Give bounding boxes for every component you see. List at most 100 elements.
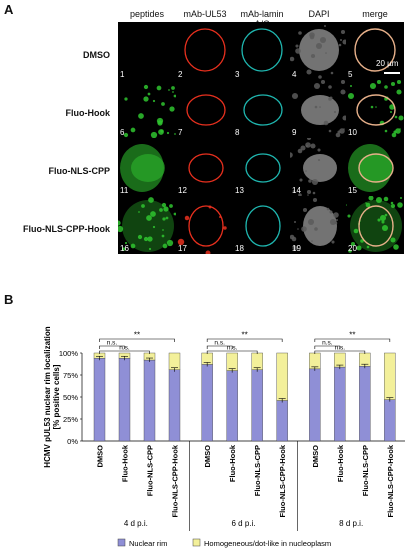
micrograph-image	[188, 153, 224, 183]
significance-label: **	[349, 331, 355, 340]
significance-bracket	[99, 338, 175, 342]
bar-nuclear-rim	[309, 368, 321, 442]
significance-label: n.s.	[322, 340, 333, 347]
x-tick-label: Fluo-Hook	[228, 444, 237, 482]
y-tick-label: 100%	[59, 349, 79, 358]
panel-number: 9	[292, 128, 297, 137]
panel-number: 18	[235, 244, 244, 253]
panel-number: 19	[292, 244, 301, 253]
significance-bracket	[314, 345, 341, 349]
panel-number: 12	[178, 186, 187, 195]
bar-homogeneous	[276, 352, 288, 401]
micrograph-1-lamin: 3	[233, 22, 291, 80]
micrograph-2-peptides: 6	[118, 80, 176, 138]
micrograph-image	[290, 138, 337, 196]
micrograph-image	[241, 28, 283, 72]
panel-number: 2	[178, 70, 183, 79]
significance-label: n.s.	[107, 340, 118, 347]
row-label-fluo-nls-cpp-hook: Fluo-NLS-CPP-Hook	[23, 224, 110, 234]
y-tick-label: 25%	[63, 415, 78, 424]
x-tick-label: Fluo-NLS-CPP	[146, 445, 155, 496]
row-label-fluo-nls-cpp: Fluo-NLS-CPP	[48, 166, 111, 176]
column-header-merge: merge	[362, 9, 388, 19]
significance-label: n.s.	[119, 345, 130, 352]
panel-number: 10	[348, 128, 357, 137]
legend-swatch-homogeneous	[192, 538, 201, 547]
micrograph-2-merge: 10	[346, 80, 404, 138]
micrograph-2-dapi: 9	[290, 80, 348, 138]
panel-a-label: A	[4, 2, 14, 17]
panel-b-label: B	[4, 292, 14, 307]
x-tick-label: Fluo-Hook	[336, 444, 345, 482]
micrograph-image	[186, 94, 226, 126]
micrograph-3-ul53: 12	[176, 138, 234, 196]
significance-bracket	[206, 345, 233, 349]
x-tick-label: DMSO	[203, 445, 212, 468]
x-tick-label: Fluo-NLS-CPP-Hook	[171, 444, 180, 517]
panel-number: 3	[235, 70, 240, 79]
micrograph-image	[118, 22, 176, 80]
group-label: 4 d p.i.	[124, 519, 148, 528]
stacked-bar-chart: HCMV pUL53 nuclear rim localization [% po…	[43, 326, 405, 548]
significance-bracket	[99, 350, 150, 354]
bar-homogeneous	[384, 352, 396, 400]
significance-bracket	[99, 345, 125, 349]
bar-nuclear-rim	[384, 399, 396, 442]
group-label: 6 d p.i.	[231, 519, 255, 528]
bar-nuclear-rim	[118, 358, 131, 442]
micrograph-image	[348, 144, 394, 192]
row-label-dmso: DMSO	[83, 50, 110, 60]
bar-homogeneous	[309, 352, 321, 370]
significance-bracket	[314, 350, 366, 354]
y-tick-label: 75%	[63, 371, 78, 380]
micrograph-4-peptides: 16	[118, 196, 176, 254]
panel-number: 20	[348, 244, 357, 253]
scale-bar-label: 20 µm	[376, 59, 399, 68]
x-tick-label: Fluo-NLS-CPP-Hook	[386, 444, 395, 517]
bar-nuclear-rim	[251, 369, 263, 442]
significance-label: n.s.	[214, 340, 225, 347]
panel-number: 4	[292, 70, 297, 79]
micrograph-3-lamin: 13	[233, 138, 291, 196]
micrograph-1-ul53: 2	[176, 22, 234, 80]
panel-number: 15	[348, 186, 357, 195]
bar-homogeneous	[226, 352, 238, 371]
micrograph-image	[291, 80, 348, 138]
column-header-peptides: peptides	[129, 9, 165, 19]
panel-number: 13	[235, 186, 244, 195]
micrograph-3-merge: 15	[346, 138, 404, 196]
y-tick-label: 0%	[67, 437, 78, 446]
micrograph-image	[123, 84, 176, 138]
bar-nuclear-rim	[226, 370, 238, 442]
micrograph-image	[243, 94, 283, 126]
x-tick-label: Fluo-Hook	[121, 444, 130, 482]
bar-nuclear-rim	[334, 366, 346, 442]
micrograph-1-peptides: 1	[118, 22, 176, 80]
bar-nuclear-rim	[359, 365, 371, 442]
panel-number: 6	[120, 128, 125, 137]
micrograph-4-dapi: 19	[290, 196, 348, 254]
micrograph-image	[290, 24, 348, 79]
group-label: 8 d p.i.	[339, 519, 363, 528]
panel-number: 5	[348, 70, 353, 79]
bar-nuclear-rim	[93, 358, 106, 442]
x-tick-label: Fluo-NLS-CPP	[253, 445, 262, 496]
micrograph-image	[347, 80, 404, 138]
micrograph-image	[346, 196, 403, 253]
micrograph-1-merge: 5 20 µm	[346, 22, 404, 80]
bar-nuclear-rim	[168, 369, 181, 442]
panel-number: 16	[120, 244, 129, 253]
significance-label: n.s.	[335, 345, 346, 352]
significance-bracket	[206, 338, 283, 342]
panel-number: 1	[120, 70, 125, 79]
micrograph-image	[245, 153, 281, 183]
x-tick-label: Fluo-NLS-CPP	[361, 445, 370, 496]
micrograph-3-peptides: 11	[118, 138, 176, 196]
panel-number: 14	[292, 186, 301, 195]
micrograph-4-lamin: 18	[233, 196, 291, 254]
legend-swatch-nuclear-rim	[117, 538, 126, 547]
micrograph-2-lamin: 8	[233, 80, 291, 138]
bar-nuclear-rim	[143, 359, 156, 442]
panel-number: 8	[235, 128, 240, 137]
column-header-ul53: mAb-UL53	[183, 9, 227, 19]
